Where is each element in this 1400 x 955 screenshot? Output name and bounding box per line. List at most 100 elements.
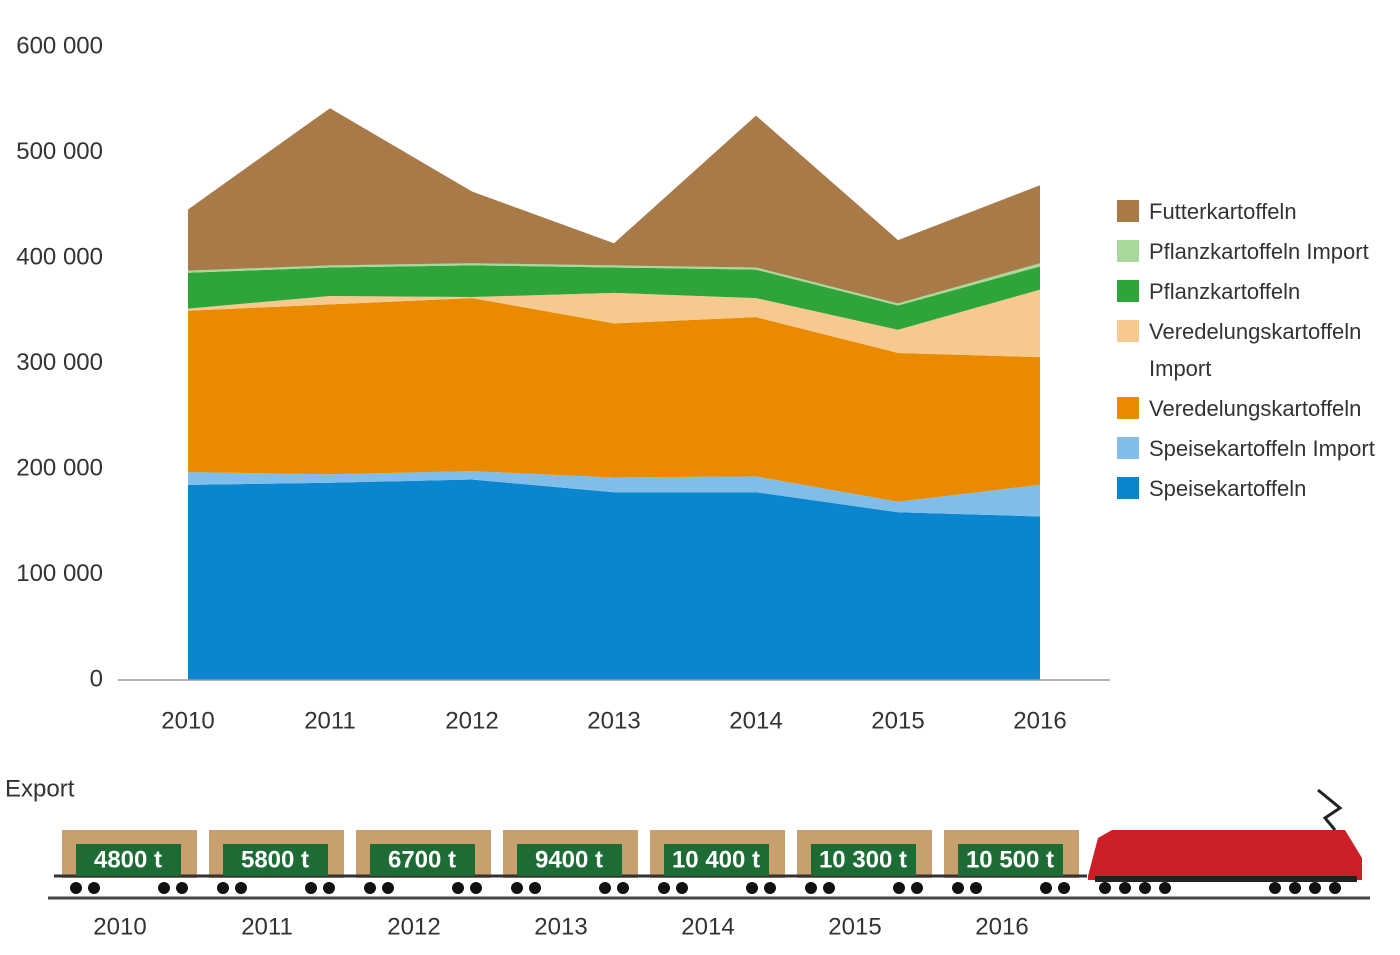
wheel (893, 882, 905, 894)
wheel (970, 882, 982, 894)
export-label: 4800 t (94, 846, 162, 873)
wheel (1040, 882, 1052, 894)
load-box (223, 844, 328, 876)
y-tick-label: 300 000 (16, 349, 103, 376)
wheel (823, 882, 835, 894)
y-tick-label: 0 (90, 665, 103, 692)
wheel (952, 882, 964, 894)
area (188, 471, 1040, 517)
wheel (364, 882, 376, 894)
export-label: 5800 t (241, 846, 309, 873)
wheel (529, 882, 541, 894)
wheel (158, 882, 170, 894)
y-tick-label: 600 000 (16, 32, 103, 59)
legend-swatch (1117, 437, 1139, 459)
x-tick-label: 2013 (534, 913, 587, 940)
wagon: 6700 t (348, 830, 499, 894)
y-tick-label: 100 000 (16, 560, 103, 587)
legend-swatch (1117, 200, 1139, 222)
load-box (76, 844, 181, 876)
legend-item: Veredelungskartoffeln Import (1115, 313, 1400, 387)
area (188, 479, 1040, 680)
load-box (517, 844, 622, 876)
area (188, 108, 1040, 304)
export-label: 10 400 t (672, 846, 760, 873)
export-label: 10 500 t (966, 846, 1054, 873)
x-tick-label: 2016 (975, 913, 1028, 940)
y-tick-label: 500 000 (16, 138, 103, 165)
wheel (911, 882, 923, 894)
legend-swatch (1117, 397, 1139, 419)
locomotive (1088, 788, 1362, 894)
x-tick-label: 2015 (828, 913, 881, 940)
loco-body (1088, 830, 1362, 880)
x-tick-label: 2010 (161, 707, 214, 734)
legend-label: Pflanzkartoffeln Import (1149, 239, 1369, 264)
wheel (599, 882, 611, 894)
x-tick-label: 2013 (587, 707, 640, 734)
wheel (805, 882, 817, 894)
loco-frame (1095, 876, 1357, 882)
wheel (382, 882, 394, 894)
wheel (1159, 882, 1171, 894)
legend-item: Pflanzkartoffeln (1115, 273, 1400, 310)
legend-label: Veredelungskartoffeln (1149, 396, 1362, 421)
x-tick-label: 2016 (1013, 707, 1066, 734)
load-box (811, 844, 916, 876)
wheel (176, 882, 188, 894)
pantograph (1317, 788, 1343, 831)
wheel (676, 882, 688, 894)
wheel (746, 882, 758, 894)
wagon: 5800 t (201, 830, 352, 894)
legend-item: Pflanzkartoffeln Import (1115, 233, 1400, 270)
export-label: 6700 t (388, 846, 456, 873)
y-tick-label: 200 000 (16, 454, 103, 481)
wheel (617, 882, 629, 894)
legend-label: Speisekartoffeln Import (1149, 436, 1375, 461)
wheel (217, 882, 229, 894)
wheel (1309, 882, 1321, 894)
wagon: 4800 t (54, 830, 205, 894)
legend-label: Futterkartoffeln (1149, 199, 1297, 224)
wheel (305, 882, 317, 894)
x-tick-label: 2012 (387, 913, 440, 940)
wheel (235, 882, 247, 894)
wheel (88, 882, 100, 894)
legend-swatch (1117, 320, 1139, 342)
area (188, 265, 1040, 330)
legend: Futterkartoffeln Pflanzkartoffeln Import P… (1115, 193, 1400, 510)
legend-item: Veredelungskartoffeln (1115, 390, 1400, 427)
legend-item: Futterkartoffeln (1115, 193, 1400, 230)
y-tick-label: 400 000 (16, 243, 103, 270)
wheel (1119, 882, 1131, 894)
x-tick-label: 2014 (681, 913, 734, 940)
wheel (70, 882, 82, 894)
load-box (664, 844, 769, 876)
x-tick-label: 2015 (871, 707, 924, 734)
legend-label: Speisekartoffeln (1149, 476, 1307, 501)
legend-label: Veredelungskartoffeln Import (1149, 319, 1362, 381)
x-tick-label: 2014 (729, 707, 782, 734)
export-title: Export (5, 775, 75, 802)
wheel (1058, 882, 1070, 894)
x-tick-label: 2012 (445, 707, 498, 734)
load-box (958, 844, 1063, 876)
wheel (470, 882, 482, 894)
wheel (323, 882, 335, 894)
wheel (1289, 882, 1301, 894)
legend-item: Speisekartoffeln Import (1115, 430, 1400, 467)
legend-item: Speisekartoffeln (1115, 470, 1400, 507)
area (188, 298, 1040, 502)
wheel (1099, 882, 1111, 894)
legend-label: Pflanzkartoffeln (1149, 279, 1301, 304)
wagon: 10 400 t (642, 830, 793, 894)
wheel (511, 882, 523, 894)
wheel (764, 882, 776, 894)
legend-swatch (1117, 477, 1139, 499)
x-tick-label: 2011 (304, 707, 356, 734)
wheel (1329, 882, 1341, 894)
wagon: 10 300 t (789, 830, 940, 894)
load-box (370, 844, 475, 876)
